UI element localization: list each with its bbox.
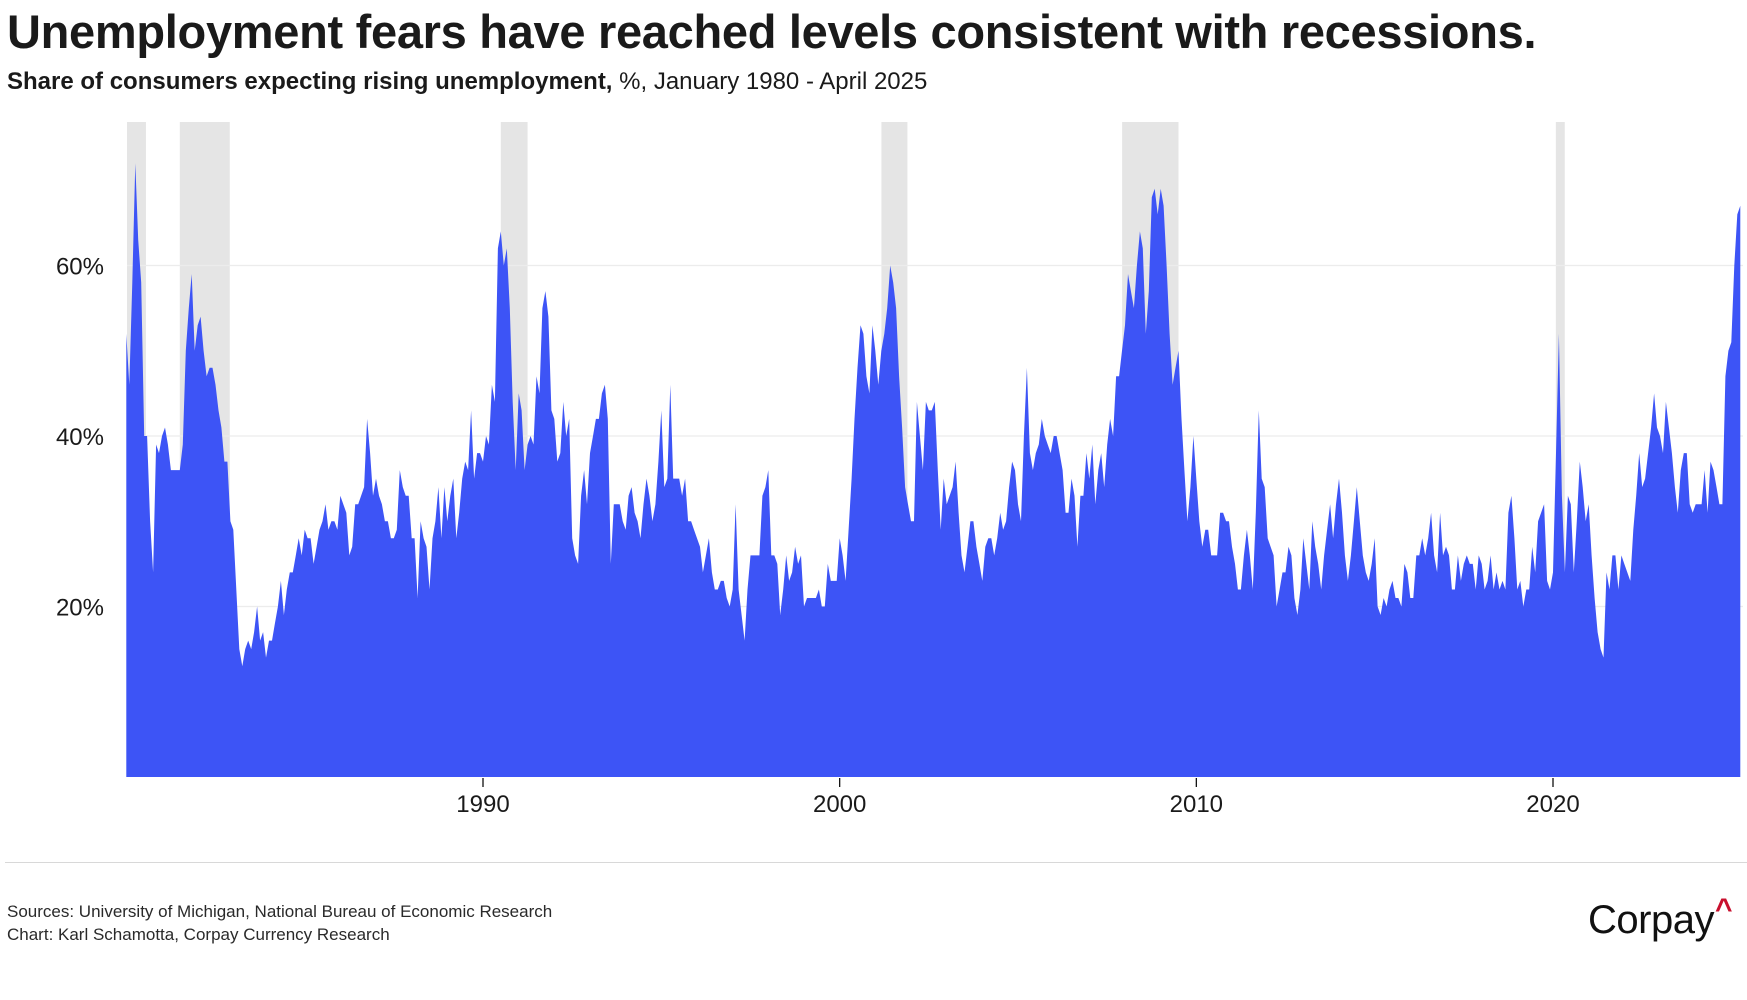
x-tick-label: 2010 — [1170, 791, 1223, 818]
x-tick-label: 1990 — [456, 791, 509, 818]
x-tick-label: 2020 — [1526, 791, 1579, 818]
x-tick-label: 2000 — [813, 791, 866, 818]
credit-note: Chart: Karl Schamotta, Corpay Currency R… — [7, 925, 390, 944]
chart-subtitle: Share of consumers expecting rising unem… — [7, 68, 927, 96]
area-chart: 20% 40% 60% 1990 2000 2010 2020 — [56, 122, 1743, 818]
x-axis: 1990 2000 2010 2020 — [456, 778, 1580, 818]
y-tick-label: 20% — [56, 595, 104, 622]
subtitle-units-range: %, January 1980 - April 2025 — [612, 68, 928, 95]
y-tick-label: 60% — [56, 254, 104, 281]
y-axis: 20% 40% 60% — [56, 254, 104, 622]
sources-note: Sources: University of Michigan, Nationa… — [7, 902, 553, 921]
chart-notes: Sources: University of Michigan, Nationa… — [7, 900, 552, 946]
unemployment-expectations-area — [126, 163, 1741, 777]
y-tick-label: 40% — [56, 424, 104, 451]
logo-caret-icon: ^ — [1714, 893, 1733, 926]
subtitle-measure: Share of consumers expecting rising unem… — [7, 68, 613, 95]
footer-divider — [5, 862, 1747, 863]
chart-title: Unemployment fears have reached levels c… — [7, 5, 1537, 58]
corpay-logo: Corpay^ — [1588, 893, 1732, 943]
logo-wordmark: Corpay — [1588, 898, 1714, 942]
